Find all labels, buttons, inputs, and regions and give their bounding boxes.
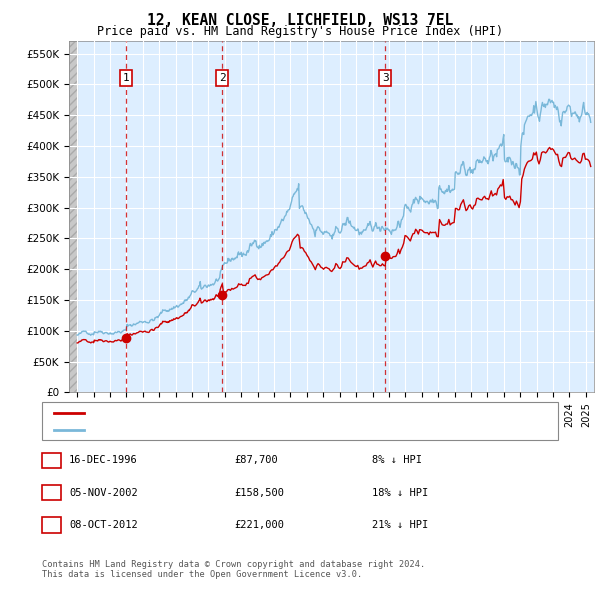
Text: Contains HM Land Registry data © Crown copyright and database right 2024.
This d: Contains HM Land Registry data © Crown c… (42, 560, 425, 579)
Text: 12, KEAN CLOSE, LICHFIELD, WS13 7EL: 12, KEAN CLOSE, LICHFIELD, WS13 7EL (147, 12, 453, 28)
Text: 18% ↓ HPI: 18% ↓ HPI (372, 488, 428, 497)
Text: £158,500: £158,500 (234, 488, 284, 497)
Text: 2: 2 (49, 488, 55, 497)
Text: Price paid vs. HM Land Registry's House Price Index (HPI): Price paid vs. HM Land Registry's House … (97, 25, 503, 38)
Text: 1: 1 (122, 73, 129, 83)
Text: HPI: Average price, detached house, Lichfield: HPI: Average price, detached house, Lich… (90, 425, 371, 435)
Text: 12, KEAN CLOSE, LICHFIELD, WS13 7EL (detached house): 12, KEAN CLOSE, LICHFIELD, WS13 7EL (det… (90, 408, 415, 418)
Text: 8% ↓ HPI: 8% ↓ HPI (372, 455, 422, 465)
Text: 1: 1 (49, 455, 55, 465)
Text: 2: 2 (219, 73, 226, 83)
Text: 3: 3 (382, 73, 389, 83)
Text: £221,000: £221,000 (234, 520, 284, 530)
Text: 16-DEC-1996: 16-DEC-1996 (69, 455, 138, 465)
Text: 21% ↓ HPI: 21% ↓ HPI (372, 520, 428, 530)
Text: £87,700: £87,700 (234, 455, 278, 465)
Text: 05-NOV-2002: 05-NOV-2002 (69, 488, 138, 497)
Text: 08-OCT-2012: 08-OCT-2012 (69, 520, 138, 530)
Text: 3: 3 (49, 520, 55, 530)
